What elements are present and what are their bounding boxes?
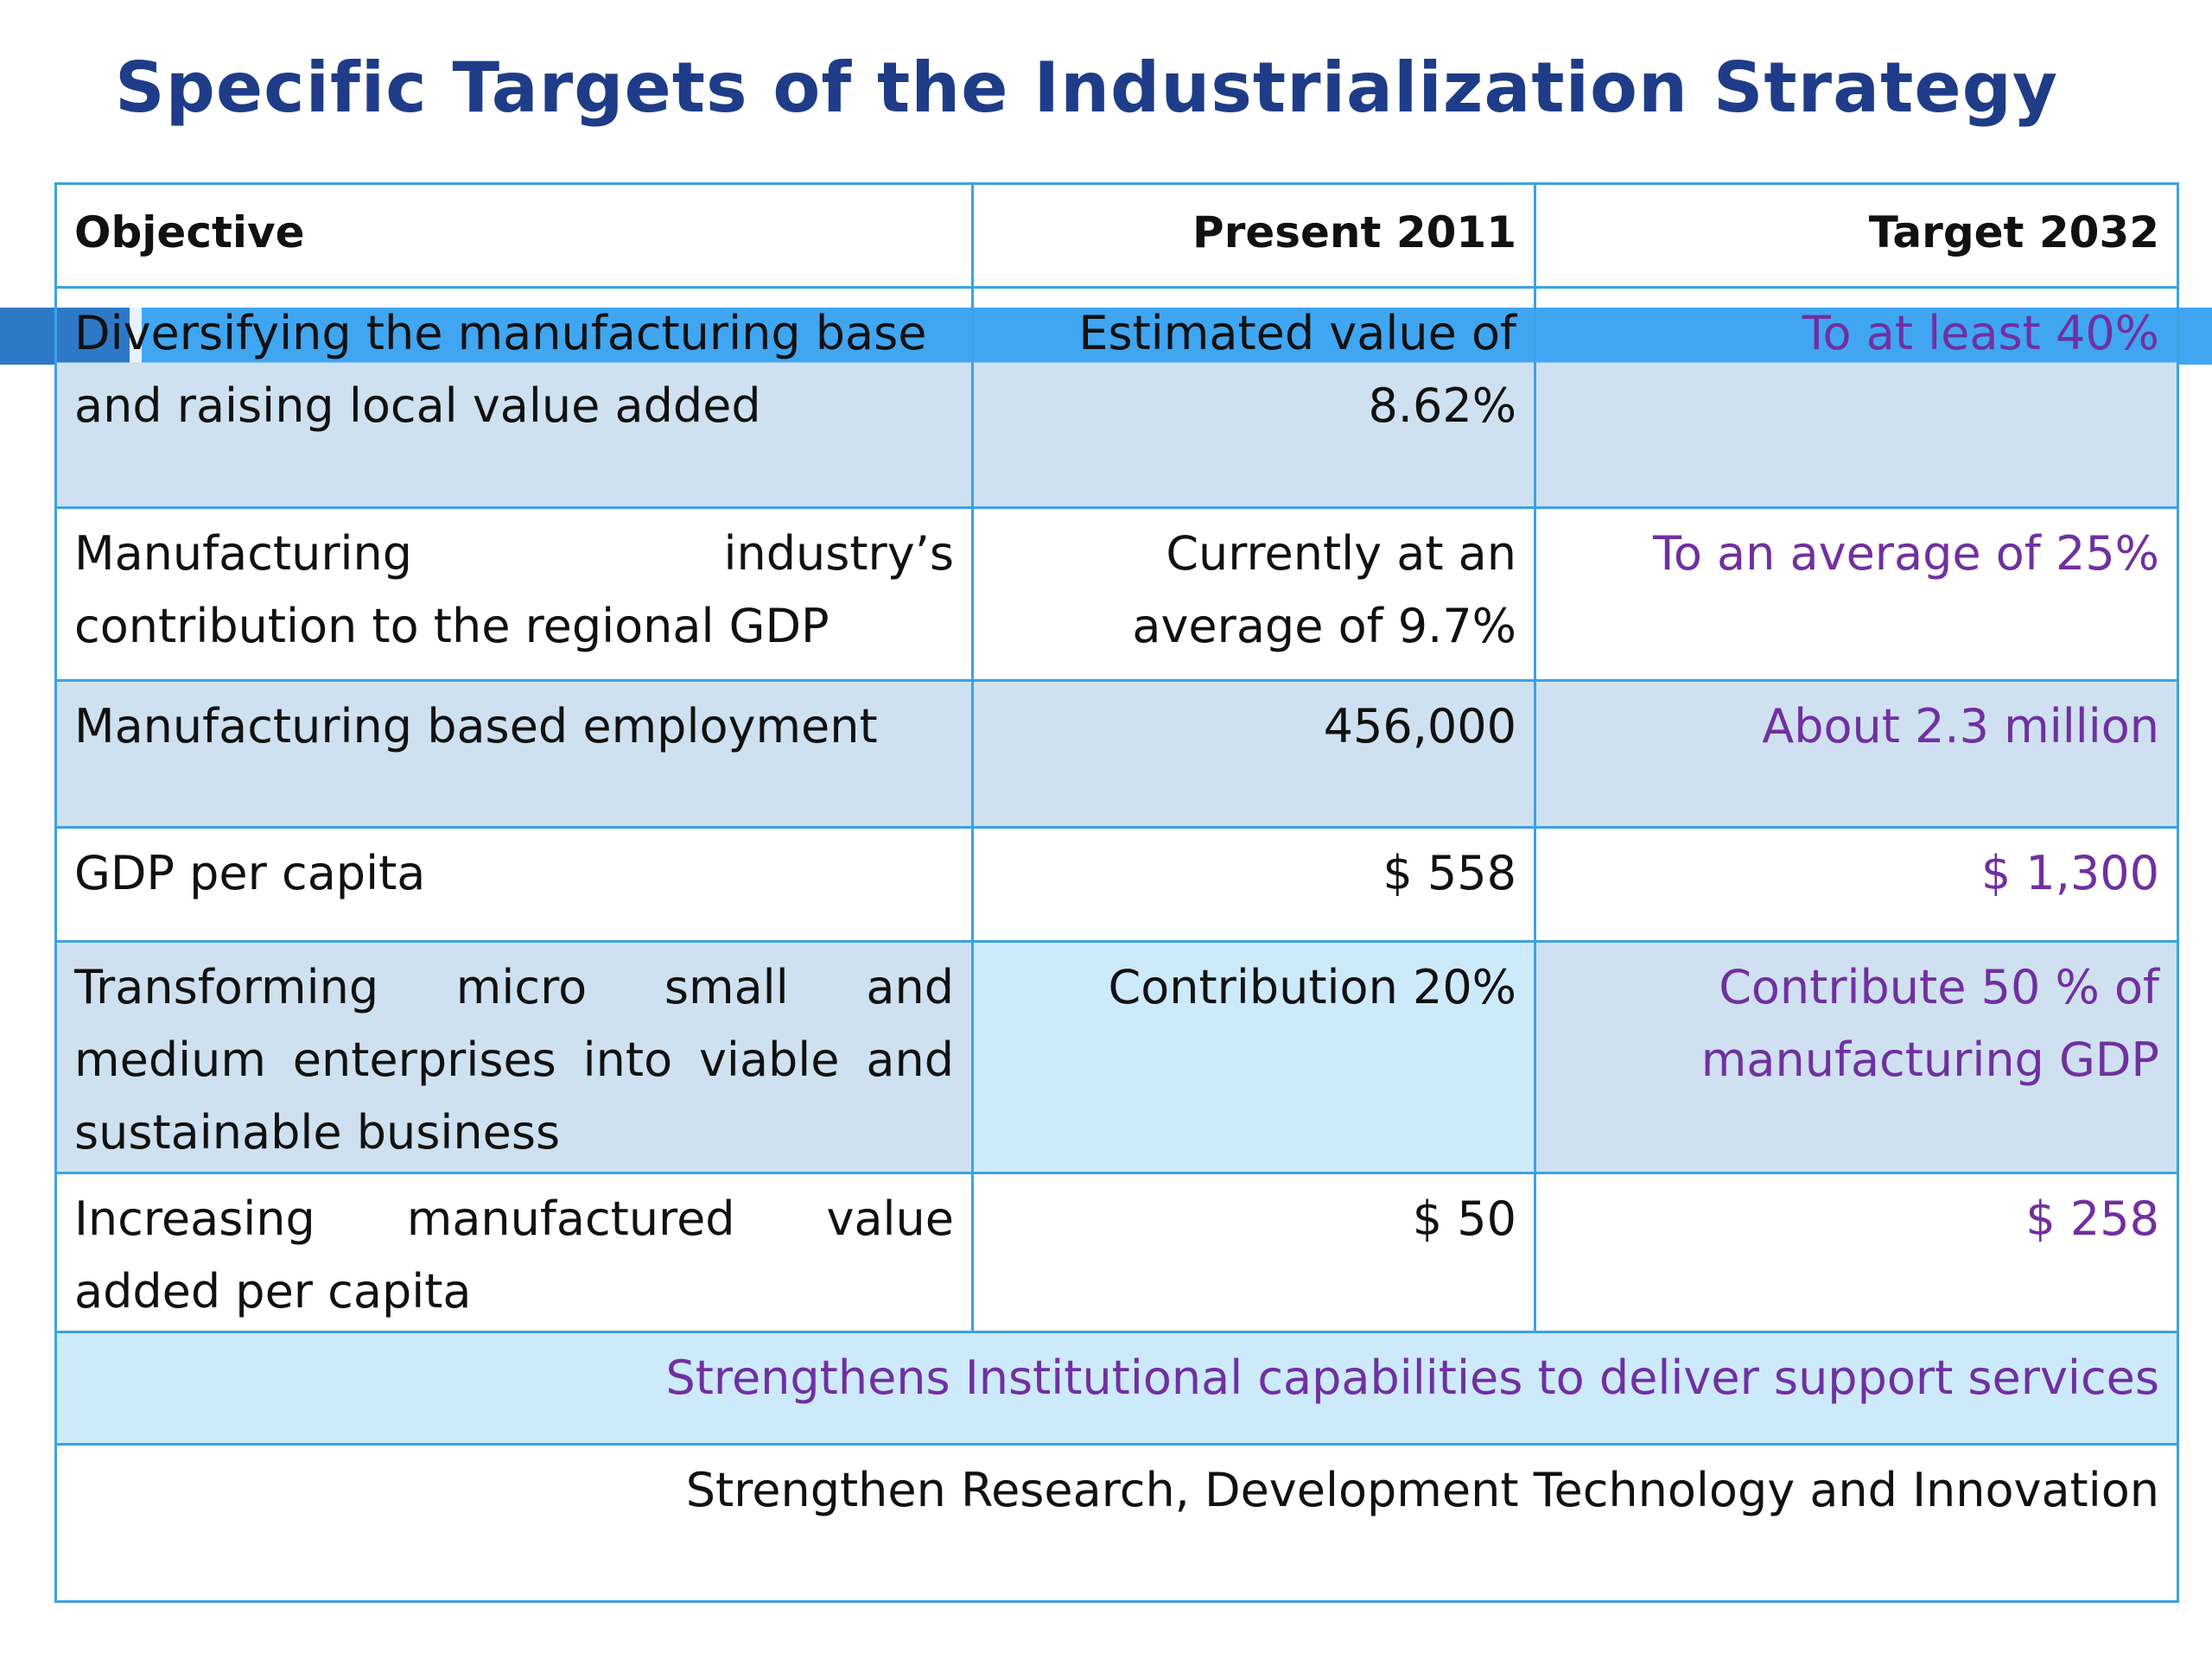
target-cell[interactable]: $ 1,300	[1534, 826, 2179, 943]
header-present: Present 2011	[971, 182, 1536, 289]
present-cell[interactable]: Currently at an average of 9.7%	[971, 506, 1536, 682]
objective-cell[interactable]: Transforming micro small and medium ente…	[54, 940, 974, 1174]
target-cell[interactable]: $ 258	[1534, 1172, 2179, 1333]
objective-cell[interactable]: Manufacturing based employment	[54, 679, 974, 829]
support-services-cell[interactable]: Strengthens Institutional capabilities t…	[54, 1331, 2179, 1446]
present-cell[interactable]: $ 50	[971, 1172, 1536, 1333]
objective-cell[interactable]: Manufacturing industry’s contribution to…	[54, 506, 974, 682]
objective-cell[interactable]: Increasing manufactured value added per …	[54, 1172, 974, 1333]
research-innovation-cell[interactable]: Strengthen Research, Development Technol…	[54, 1443, 2179, 1603]
present-cell[interactable]: Estimated value of 8.62%	[971, 286, 1536, 509]
targets-table: Objective Present 2011 Target 2032 Diver…	[54, 182, 2179, 1603]
table-row: Manufacturing based employment 456,000 A…	[54, 679, 2179, 829]
present-cell[interactable]: 456,000	[971, 679, 1536, 829]
table-row: Manufacturing industry’s contribution to…	[54, 506, 2179, 682]
present-cell[interactable]: $ 558	[971, 826, 1536, 943]
header-target: Target 2032	[1534, 182, 2179, 289]
target-cell[interactable]: To at least 40%	[1534, 286, 2179, 509]
table-row: Increasing manufactured value added per …	[54, 1172, 2179, 1333]
slide-title: Specific Targets of the Industrializatio…	[115, 48, 2059, 128]
table-row: Diversifying the manufacturing base and …	[54, 286, 2179, 509]
table-row-full: Strengthen Research, Development Technol…	[54, 1443, 2179, 1603]
objective-cell[interactable]: Diversifying the manufacturing base and …	[54, 286, 974, 509]
target-cell[interactable]: To an average of 25%	[1534, 506, 2179, 682]
table-row-full: Strengthens Institutional capabilities t…	[54, 1331, 2179, 1446]
target-cell[interactable]: About 2.3 million	[1534, 679, 2179, 829]
target-cell[interactable]: Contribute 50 % of manufacturing GDP	[1534, 940, 2179, 1174]
table-header-row: Objective Present 2011 Target 2032	[54, 182, 2179, 289]
table-row: Transforming micro small and medium ente…	[54, 940, 2179, 1174]
table-row: GDP per capita $ 558 $ 1,300	[54, 826, 2179, 943]
header-objective: Objective	[54, 182, 974, 289]
present-cell[interactable]: Contribution 20%	[971, 940, 1536, 1174]
objective-cell[interactable]: GDP per capita	[54, 826, 974, 943]
